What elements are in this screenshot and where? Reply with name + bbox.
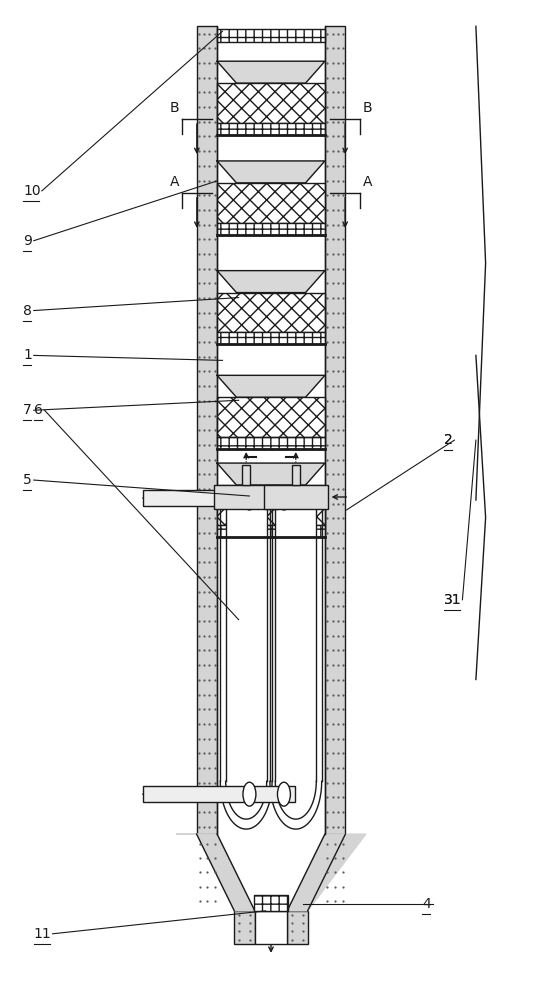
- Polygon shape: [217, 161, 325, 183]
- Bar: [217, 485, 325, 525]
- Bar: [217, 223, 325, 235]
- Text: 11: 11: [34, 927, 51, 941]
- Bar: [217, 183, 325, 223]
- Text: A: A: [170, 175, 179, 189]
- Bar: [287, 911, 308, 944]
- Bar: [275, 506, 317, 781]
- Bar: [217, 183, 325, 223]
- Circle shape: [243, 782, 256, 806]
- Text: C: C: [217, 438, 227, 452]
- Text: 6: 6: [34, 403, 43, 417]
- Text: 4: 4: [422, 897, 431, 911]
- Bar: [217, 123, 325, 135]
- Circle shape: [243, 486, 256, 510]
- Text: A: A: [363, 175, 372, 189]
- Bar: [254, 895, 288, 911]
- Bar: [143, 490, 295, 506]
- Text: C: C: [304, 438, 314, 452]
- Bar: [217, 332, 325, 344]
- Polygon shape: [217, 375, 325, 397]
- Bar: [225, 506, 267, 781]
- Bar: [325, 26, 345, 834]
- Bar: [292, 465, 300, 485]
- Polygon shape: [217, 61, 325, 83]
- Text: B: B: [363, 101, 372, 115]
- Polygon shape: [217, 271, 325, 293]
- Bar: [264, 485, 327, 509]
- Text: 1: 1: [23, 348, 32, 362]
- Bar: [217, 26, 325, 834]
- Text: 5: 5: [23, 473, 32, 487]
- Text: 10: 10: [23, 184, 41, 198]
- Bar: [254, 895, 288, 911]
- Bar: [255, 911, 287, 944]
- Bar: [143, 786, 295, 802]
- Bar: [217, 123, 325, 135]
- Bar: [242, 465, 250, 485]
- Text: 31: 31: [443, 593, 461, 607]
- Text: 2: 2: [443, 433, 453, 447]
- Bar: [217, 437, 325, 449]
- Bar: [217, 332, 325, 344]
- Bar: [234, 911, 255, 944]
- Text: 7: 7: [23, 403, 32, 417]
- Circle shape: [278, 486, 291, 510]
- Bar: [217, 83, 325, 123]
- Bar: [217, 29, 325, 42]
- Circle shape: [278, 782, 291, 806]
- Bar: [217, 485, 325, 525]
- Text: 2: 2: [443, 433, 453, 447]
- Text: 9: 9: [23, 234, 32, 248]
- Polygon shape: [287, 834, 366, 911]
- Polygon shape: [217, 463, 325, 485]
- Bar: [217, 525, 325, 537]
- Bar: [217, 83, 325, 123]
- Bar: [217, 29, 325, 42]
- Text: 31: 31: [443, 593, 461, 607]
- Text: B: B: [170, 101, 179, 115]
- Bar: [217, 525, 325, 537]
- Text: 8: 8: [23, 304, 32, 318]
- Bar: [217, 293, 325, 332]
- Bar: [215, 485, 278, 509]
- Bar: [197, 26, 217, 834]
- Bar: [217, 437, 325, 449]
- Bar: [217, 223, 325, 235]
- Bar: [217, 293, 325, 332]
- Polygon shape: [176, 834, 255, 911]
- Bar: [217, 397, 325, 437]
- Bar: [217, 397, 325, 437]
